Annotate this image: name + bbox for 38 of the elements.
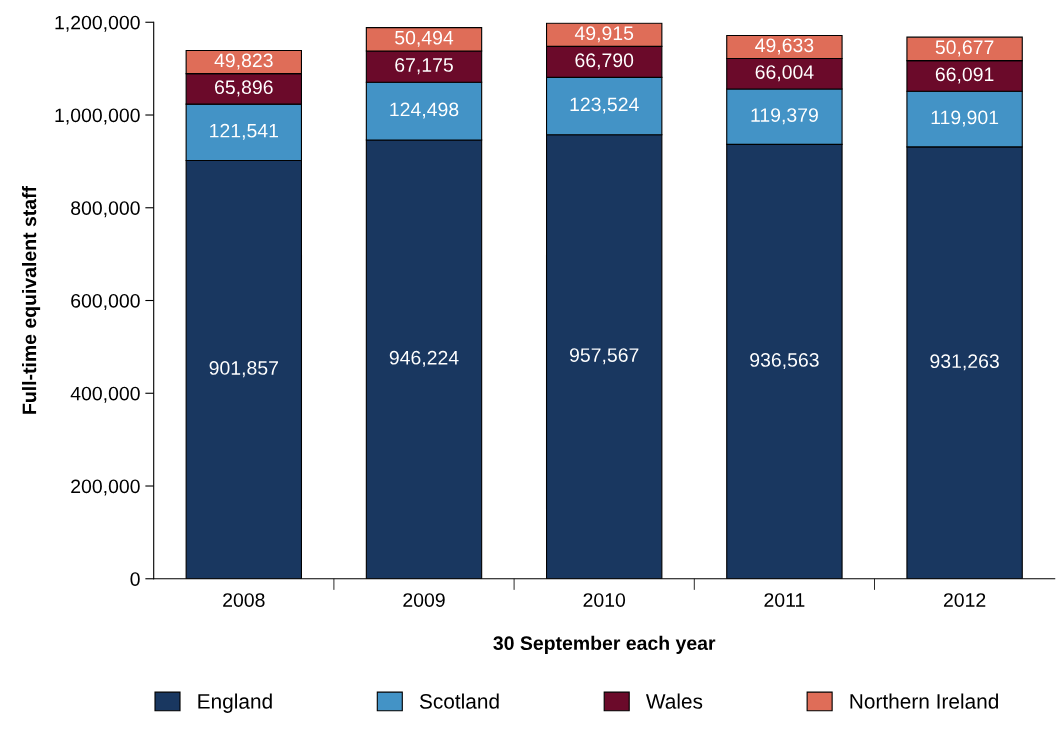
y-tick-label: 600,000 — [71, 293, 140, 311]
legend-label: England — [198, 693, 272, 713]
x-axis-title: 30 September each year — [493, 635, 716, 654]
data-label: 49,915 — [574, 26, 634, 43]
data-label: 66,091 — [935, 67, 994, 84]
data-label: 50,677 — [935, 40, 994, 57]
data-label: 946,224 — [389, 350, 459, 367]
y-tick-label: 400,000 — [70, 386, 140, 403]
data-label: 121,541 — [210, 123, 278, 140]
legend-label: Scotland — [419, 693, 499, 709]
y-tick-label: 200,000 — [71, 479, 140, 496]
x-tick-label: 2008 — [223, 593, 265, 607]
legend-label: Northern Ireland — [850, 693, 998, 709]
data-label: 931,263 — [930, 354, 999, 371]
data-label: 49,823 — [214, 53, 273, 70]
data-label: 124,498 — [390, 102, 459, 119]
data-label: 49,633 — [755, 38, 814, 55]
y-tick-label: 1,200,000 — [55, 15, 140, 32]
y-axis-title: Full-time equivalent staff — [22, 185, 41, 414]
data-label: 119,379 — [751, 108, 818, 125]
data-label: 936,563 — [750, 353, 819, 370]
y-tick-label: 0 — [130, 572, 140, 586]
data-label: 901,857 — [209, 361, 278, 378]
y-tick-label: 800,000 — [71, 201, 140, 218]
data-label: 119,901 — [931, 110, 999, 127]
data-label: 67,175 — [395, 58, 453, 75]
x-tick-label: 2012 — [943, 593, 986, 607]
data-label: 66,790 — [575, 53, 634, 70]
y-tick-label: 1,000,000 — [55, 108, 140, 125]
data-label: 66,004 — [755, 65, 814, 82]
data-label: 65,896 — [215, 80, 273, 97]
data-label: 50,494 — [395, 30, 454, 47]
data-label: 957,567 — [569, 348, 639, 365]
legend-label: Wales — [645, 693, 703, 709]
x-tick-label: 2009 — [403, 593, 445, 607]
data-label: 123,524 — [570, 97, 639, 114]
x-tick-label: 2010 — [583, 593, 626, 607]
x-tick-label: 2011 — [764, 593, 805, 607]
